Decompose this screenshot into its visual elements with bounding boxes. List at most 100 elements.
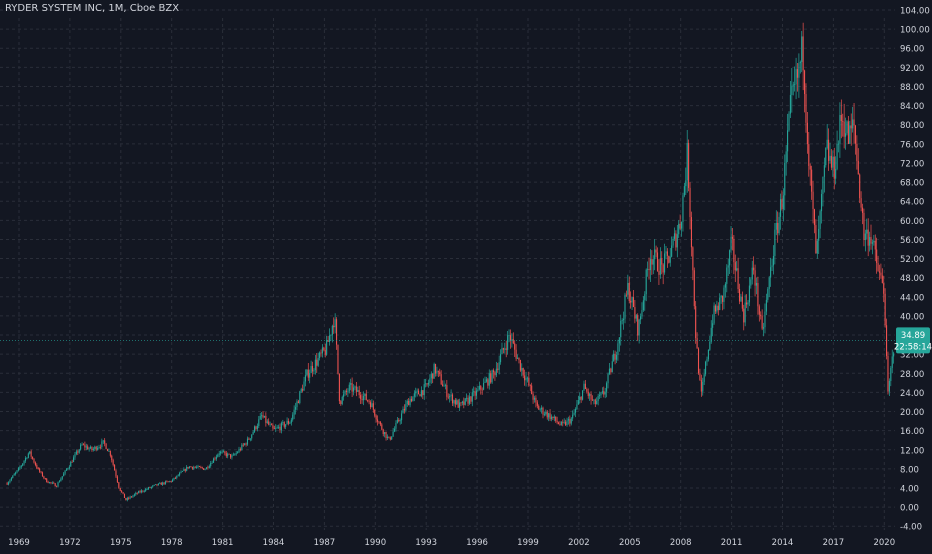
candle-body [836, 143, 838, 169]
candle-body [210, 462, 212, 467]
candle-body [535, 397, 537, 403]
y-tick-label: 80.00 [900, 121, 924, 131]
candle-body [886, 325, 888, 356]
candle-body [129, 496, 131, 499]
candle-body [20, 465, 22, 468]
candle-body [279, 426, 281, 431]
candle-body [709, 341, 711, 350]
candle-body [737, 268, 739, 290]
candle-body [205, 467, 208, 470]
candle-body [748, 285, 750, 303]
candle-body [403, 408, 405, 411]
candle-body [415, 391, 417, 394]
candle-body [85, 446, 87, 448]
candle-body [244, 443, 246, 445]
candle-body [420, 390, 422, 397]
candle-body [27, 453, 29, 458]
candle-body [615, 354, 618, 360]
candle-body [429, 378, 431, 383]
current-price-label: 34.89 [901, 331, 925, 341]
candle-body [116, 476, 118, 483]
candle-body [538, 405, 540, 410]
candle-body [437, 370, 439, 372]
candle-body [774, 229, 776, 256]
candle-body [364, 393, 366, 397]
candle-body [763, 327, 765, 329]
candle-body [228, 453, 230, 455]
candle-body [546, 411, 548, 418]
candle-body [321, 347, 323, 354]
y-axis: 104.00 100.00 96.00 92.00 88.00 84.00 80.00 76.… [900, 7, 930, 533]
candle-body [399, 420, 401, 422]
candle-body [794, 84, 796, 86]
candle-body [432, 373, 434, 379]
candle-body [126, 497, 128, 501]
candle-body [464, 398, 466, 405]
candle-body [559, 423, 561, 425]
candle-body [514, 343, 516, 350]
candle-body [57, 482, 59, 487]
candle-body [627, 282, 629, 295]
candle-body [772, 255, 775, 266]
candle-body [782, 195, 784, 210]
candle-body [744, 302, 746, 323]
candle-body [16, 470, 18, 473]
candle-body [648, 268, 650, 271]
candle-body [418, 390, 420, 395]
candle-body [393, 428, 396, 432]
candle-body [119, 487, 121, 491]
candle-body [112, 460, 114, 465]
candle-body [683, 186, 685, 196]
candle-body [138, 491, 140, 494]
candle-body [720, 295, 722, 298]
candle-body [591, 399, 594, 401]
candle-body [53, 482, 55, 484]
candle-body [254, 426, 256, 432]
candle-body [563, 421, 565, 423]
countdown-label: 22:58:14 [894, 342, 932, 352]
candle-body [327, 340, 329, 342]
candle-body [577, 400, 579, 405]
candle-body [44, 478, 46, 479]
candle-body [758, 306, 760, 315]
y-tick-label: 88.00 [900, 83, 924, 93]
candle-body [145, 489, 147, 492]
candle-body [300, 389, 302, 392]
candle-body [217, 454, 219, 457]
candle-body [261, 415, 263, 417]
candle-body [115, 470, 117, 477]
candle-body [136, 492, 138, 494]
candle-body [286, 420, 288, 425]
candle-body [174, 477, 176, 479]
candle-body [775, 222, 777, 230]
candle-body [268, 421, 270, 425]
candle-body [566, 420, 568, 426]
candle-body [765, 299, 767, 312]
candle-body [608, 368, 610, 374]
candle-body [70, 461, 72, 467]
candle-body [139, 491, 141, 493]
candle-body [302, 389, 304, 391]
candle-body [340, 401, 342, 404]
candle-body [81, 444, 83, 446]
y-tick-label: 68.00 [900, 179, 924, 189]
candle-body [604, 391, 606, 395]
candle-body [675, 233, 677, 248]
candle-body [843, 121, 845, 137]
candle-body [570, 418, 572, 424]
candle-body [187, 466, 189, 469]
candle-body [316, 359, 318, 366]
y-tick-label: 76.00 [900, 140, 924, 150]
candle-body [171, 479, 174, 482]
candle-body [251, 434, 253, 439]
candle-body [502, 348, 504, 350]
candle-body [224, 451, 226, 454]
x-tick-label: 1969 [8, 538, 30, 548]
candle-body [471, 392, 473, 402]
candle-body [826, 139, 828, 149]
candle-body [130, 496, 133, 498]
candle-body [391, 436, 393, 440]
candle-body [398, 419, 400, 422]
y-tick-label: 8.00 [900, 465, 919, 475]
